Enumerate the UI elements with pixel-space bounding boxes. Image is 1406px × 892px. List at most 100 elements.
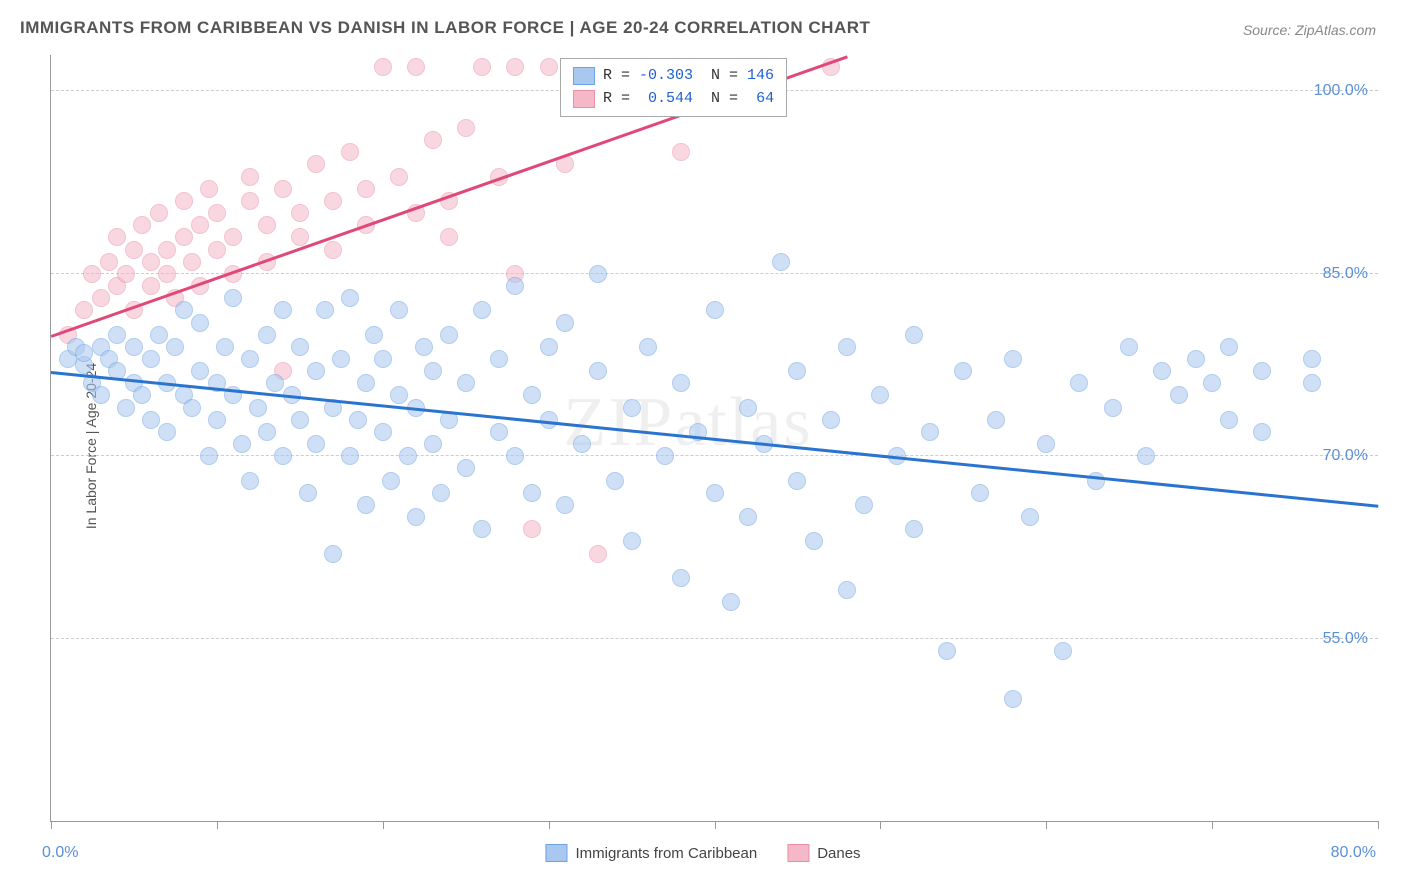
scatter-point-blue	[175, 301, 193, 319]
scatter-point-blue	[341, 447, 359, 465]
scatter-point-blue	[75, 344, 93, 362]
scatter-point-pink	[92, 289, 110, 307]
gridline-h	[51, 455, 1378, 456]
scatter-point-blue	[108, 326, 126, 344]
scatter-point-pink	[440, 228, 458, 246]
x-tick	[715, 821, 716, 829]
scatter-point-pink	[473, 58, 491, 76]
scatter-point-blue	[556, 314, 574, 332]
legend-item-blue: Immigrants from Caribbean	[545, 844, 757, 862]
scatter-point-blue	[1120, 338, 1138, 356]
scatter-point-blue	[166, 338, 184, 356]
scatter-point-pink	[258, 216, 276, 234]
legend-row-blue: R = -0.303 N = 146	[573, 65, 774, 88]
scatter-point-blue	[307, 435, 325, 453]
legend-swatch-pink	[573, 90, 595, 108]
y-tick-label: 100.0%	[1314, 82, 1368, 100]
scatter-point-blue	[249, 399, 267, 417]
scatter-point-blue	[424, 435, 442, 453]
plot-area: ZIPatlas 55.0%70.0%85.0%100.0%	[50, 55, 1378, 822]
scatter-point-blue	[871, 386, 889, 404]
legend-stats-pink: R = 0.544 N = 64	[603, 88, 774, 111]
x-min-label: 0.0%	[42, 844, 78, 862]
scatter-point-blue	[258, 326, 276, 344]
x-tick	[880, 821, 881, 829]
legend-swatch-blue-bottom	[545, 844, 567, 862]
scatter-point-blue	[266, 374, 284, 392]
chart-container: IMMIGRANTS FROM CARIBBEAN VS DANISH IN L…	[0, 0, 1406, 892]
scatter-point-pink	[142, 277, 160, 295]
scatter-point-blue	[1004, 690, 1022, 708]
scatter-point-blue	[1187, 350, 1205, 368]
scatter-point-blue	[921, 423, 939, 441]
scatter-point-blue	[589, 362, 607, 380]
scatter-point-pink	[158, 241, 176, 259]
scatter-point-pink	[324, 241, 342, 259]
scatter-point-blue	[299, 484, 317, 502]
scatter-point-blue	[1054, 642, 1072, 660]
scatter-point-blue	[1004, 350, 1022, 368]
scatter-point-blue	[390, 386, 408, 404]
legend-stats-box: R = -0.303 N = 146 R = 0.544 N = 64	[560, 58, 787, 117]
scatter-point-blue	[540, 338, 558, 356]
scatter-point-blue	[1037, 435, 1055, 453]
x-tick	[1378, 821, 1379, 829]
scatter-point-blue	[183, 399, 201, 417]
scatter-point-blue	[440, 326, 458, 344]
scatter-point-blue	[142, 411, 160, 429]
scatter-point-blue	[133, 386, 151, 404]
scatter-point-blue	[382, 472, 400, 490]
legend-swatch-blue	[573, 67, 595, 85]
scatter-point-blue	[374, 423, 392, 441]
scatter-point-blue	[307, 362, 325, 380]
scatter-point-blue	[573, 435, 591, 453]
scatter-point-pink	[208, 241, 226, 259]
scatter-point-blue	[324, 545, 342, 563]
scatter-point-pink	[324, 192, 342, 210]
scatter-point-blue	[125, 338, 143, 356]
scatter-point-pink	[108, 228, 126, 246]
x-max-label: 80.0%	[1331, 844, 1376, 862]
scatter-point-blue	[623, 399, 641, 417]
scatter-point-blue	[506, 447, 524, 465]
gridline-h	[51, 273, 1378, 274]
scatter-point-blue	[722, 593, 740, 611]
scatter-point-pink	[307, 155, 325, 173]
scatter-point-pink	[407, 58, 425, 76]
scatter-point-blue	[390, 301, 408, 319]
scatter-point-pink	[183, 253, 201, 271]
scatter-point-pink	[133, 216, 151, 234]
scatter-point-pink	[291, 204, 309, 222]
scatter-point-blue	[656, 447, 674, 465]
scatter-point-blue	[142, 350, 160, 368]
scatter-point-blue	[216, 338, 234, 356]
scatter-point-blue	[150, 326, 168, 344]
scatter-point-blue	[241, 472, 259, 490]
scatter-point-blue	[1070, 374, 1088, 392]
chart-title: IMMIGRANTS FROM CARIBBEAN VS DANISH IN L…	[20, 18, 870, 38]
scatter-point-blue	[415, 338, 433, 356]
scatter-point-blue	[191, 314, 209, 332]
scatter-point-blue	[987, 411, 1005, 429]
watermark: ZIPatlas	[563, 383, 812, 463]
x-tick	[1212, 821, 1213, 829]
scatter-point-pink	[241, 192, 259, 210]
scatter-point-blue	[490, 350, 508, 368]
scatter-point-pink	[589, 545, 607, 563]
legend-swatch-pink-bottom	[787, 844, 809, 862]
scatter-point-blue	[399, 447, 417, 465]
scatter-point-pink	[191, 216, 209, 234]
scatter-point-blue	[349, 411, 367, 429]
scatter-point-blue	[200, 447, 218, 465]
scatter-point-pink	[224, 228, 242, 246]
scatter-point-pink	[274, 180, 292, 198]
scatter-point-blue	[805, 532, 823, 550]
scatter-point-pink	[158, 265, 176, 283]
scatter-point-blue	[523, 386, 541, 404]
scatter-point-pink	[424, 131, 442, 149]
scatter-point-blue	[224, 289, 242, 307]
y-tick-label: 70.0%	[1323, 447, 1368, 465]
scatter-point-pink	[523, 520, 541, 538]
legend-label-blue: Immigrants from Caribbean	[575, 845, 757, 862]
x-tick	[383, 821, 384, 829]
